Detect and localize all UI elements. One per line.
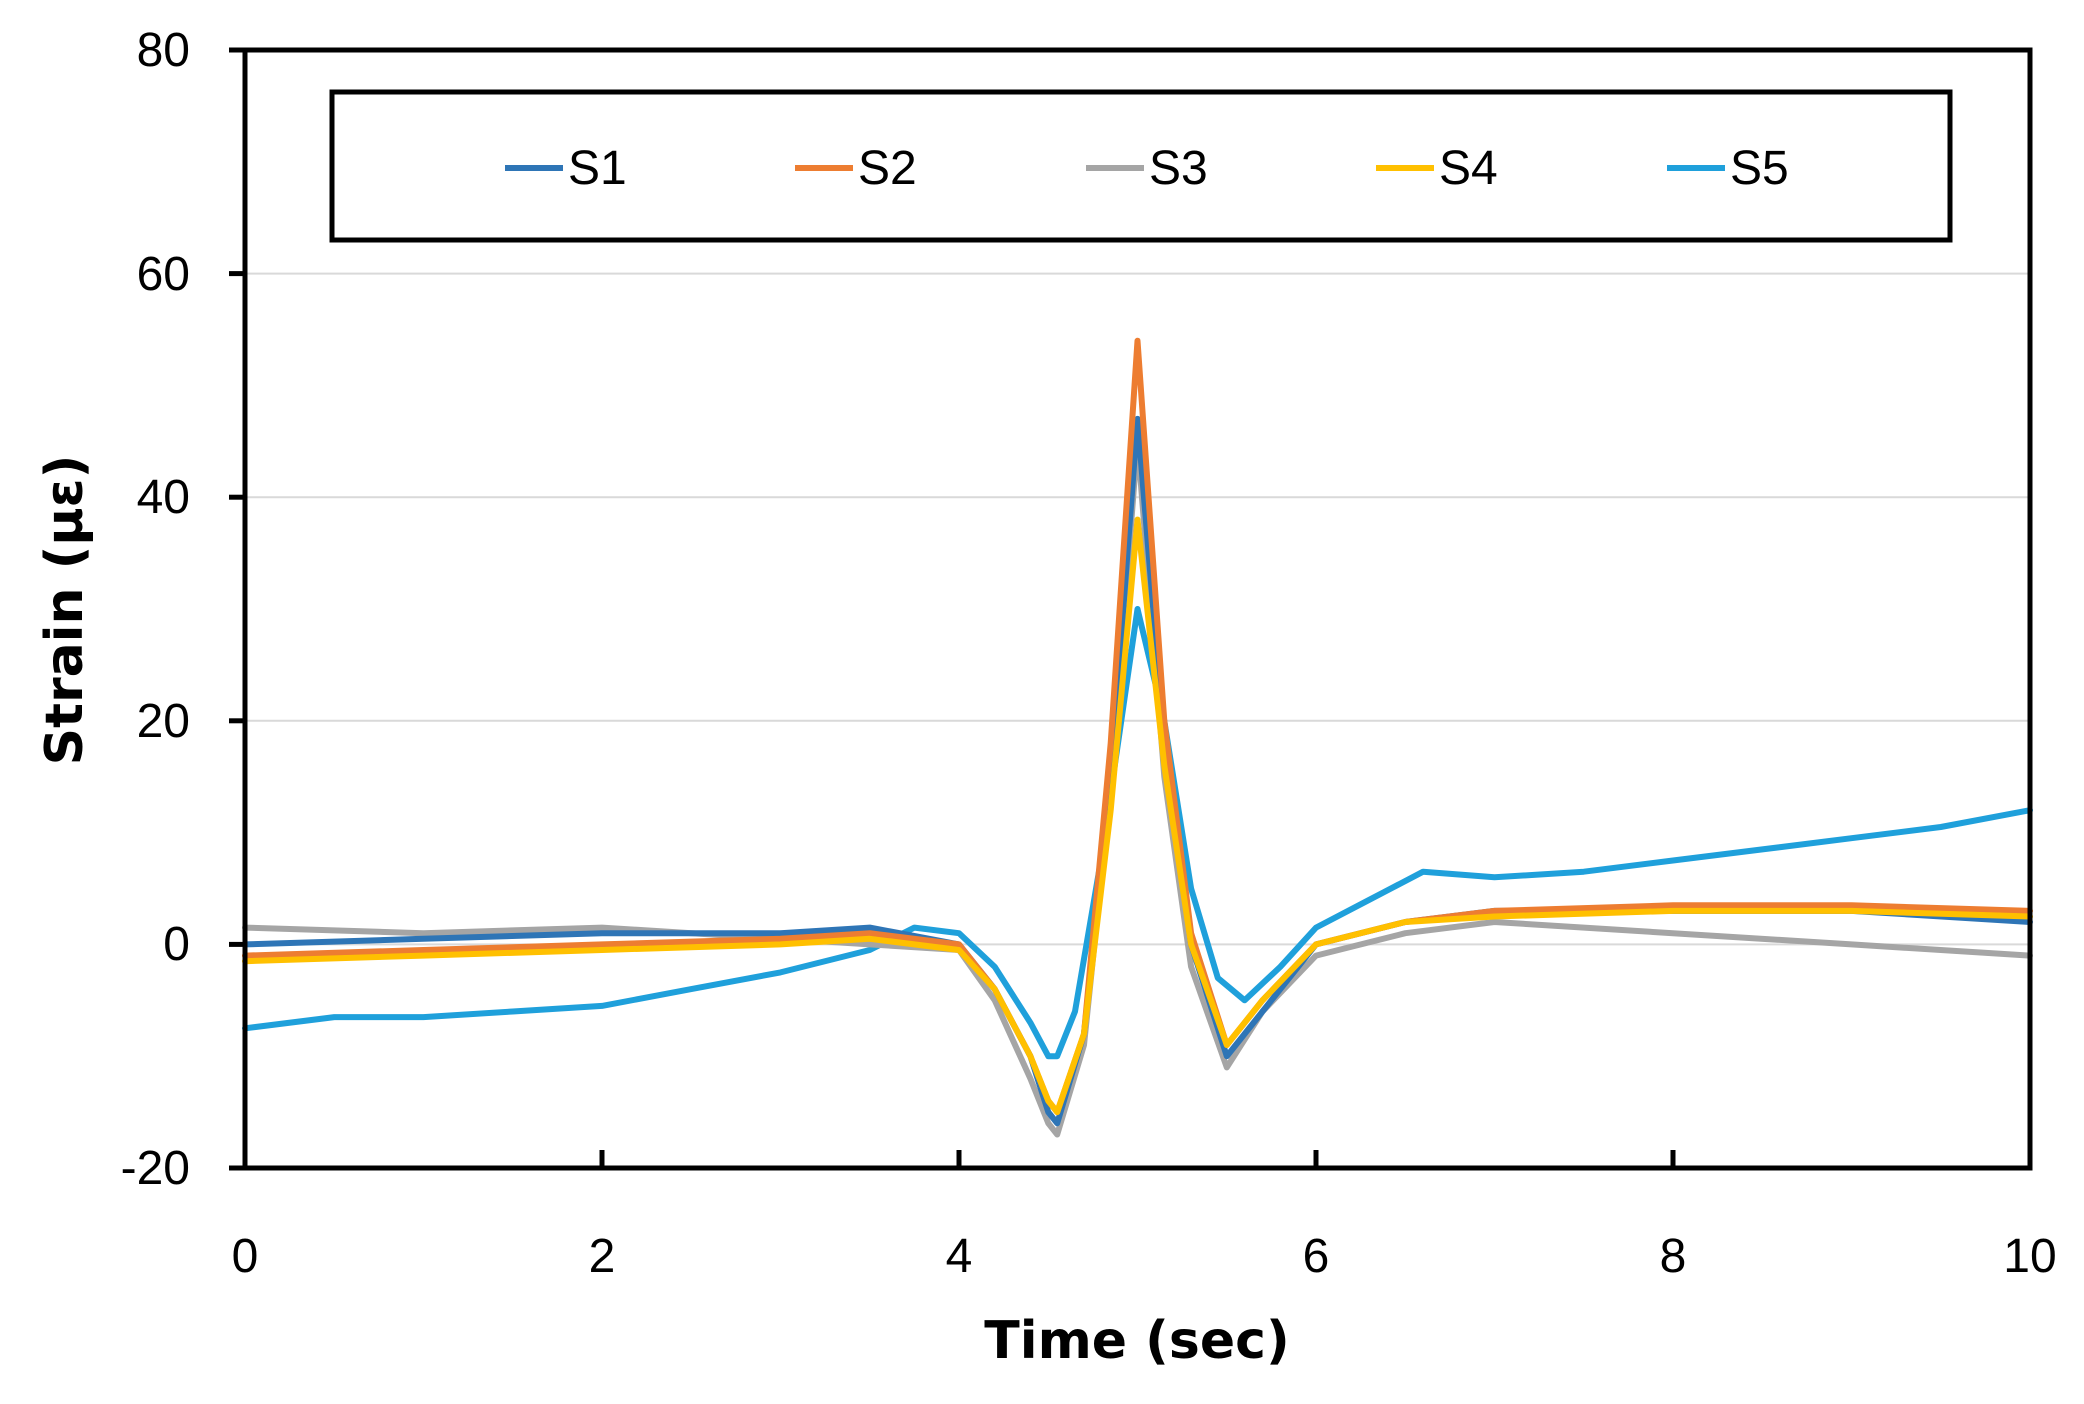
x-tick-label: 10 <box>2003 1230 2056 1283</box>
x-tick-label: 4 <box>946 1230 973 1283</box>
y-tick-label: -20 <box>121 1142 190 1195</box>
y-tick-label: 80 <box>137 24 190 77</box>
y-tick-label: 20 <box>137 695 190 748</box>
x-tick-label: 6 <box>1303 1230 1330 1283</box>
legend-label-s4: S4 <box>1439 142 1498 195</box>
legend-label-s5: S5 <box>1730 142 1789 195</box>
x-tick-label: 2 <box>589 1230 616 1283</box>
x-axis-title: Time (sec) <box>984 1311 1289 1371</box>
series-lines <box>242 337 2033 1138</box>
series-line-s4 <box>242 516 2033 1116</box>
y-tick-labels: -20 0 20 40 60 80 <box>121 24 190 1195</box>
x-tick-labels: 0 2 4 6 8 10 <box>232 1230 2057 1283</box>
x-tick-label: 8 <box>1660 1230 1687 1283</box>
legend: S1 S2 S3 S4 S5 <box>329 89 1953 243</box>
plot-frame <box>242 47 2033 1171</box>
gridlines <box>245 272 2030 946</box>
y-axis-title: Strain (με) <box>35 455 95 766</box>
y-tick-label: 40 <box>137 471 190 524</box>
y-tick-label: 60 <box>137 248 190 301</box>
tick-marks <box>229 47 2033 1171</box>
series-line-s5 <box>242 606 2033 1060</box>
legend-label-s3: S3 <box>1149 142 1208 195</box>
y-tick-label: 0 <box>163 918 190 971</box>
legend-label-s2: S2 <box>858 142 917 195</box>
legend-label-s1: S1 <box>568 142 627 195</box>
x-tick-label: 0 <box>232 1230 259 1283</box>
